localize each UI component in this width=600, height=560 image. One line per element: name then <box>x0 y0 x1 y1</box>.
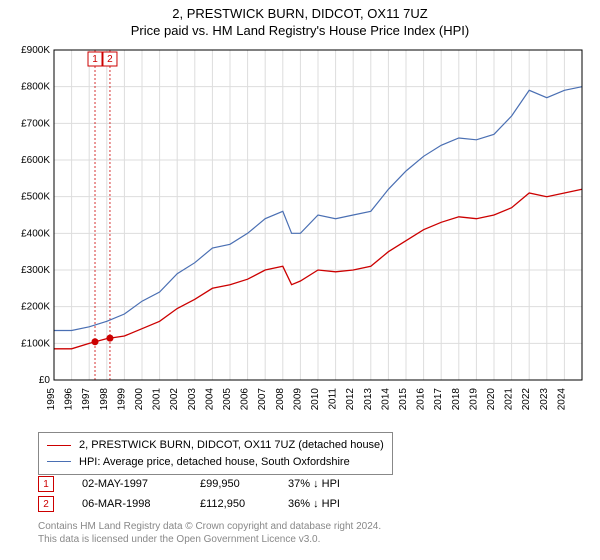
svg-text:£400K: £400K <box>21 228 50 239</box>
sale-marker: 1 <box>38 476 54 492</box>
legend-swatch <box>47 461 71 462</box>
svg-text:2014: 2014 <box>380 388 391 411</box>
chart-area: 12 £0 £100K £200K £300K £400K £500K £600K £700K £… <box>10 44 590 424</box>
sale-hpi: 37% ↓ HPI <box>288 478 368 490</box>
legend-label: 2, PRESTWICK BURN, DIDCOT, OX11 7UZ (det… <box>79 437 384 454</box>
svg-text:2011: 2011 <box>328 388 339 410</box>
svg-text:2022: 2022 <box>521 388 532 411</box>
svg-text:2008: 2008 <box>275 388 286 411</box>
svg-text:2005: 2005 <box>222 388 233 411</box>
chart-container: 2, PRESTWICK BURN, DIDCOT, OX11 7UZ Pric… <box>0 0 600 560</box>
svg-text:£600K: £600K <box>21 155 50 166</box>
svg-text:1: 1 <box>92 54 98 65</box>
svg-text:2006: 2006 <box>240 388 251 411</box>
svg-text:2013: 2013 <box>363 388 374 411</box>
svg-text:£0: £0 <box>39 375 51 386</box>
svg-text:2010: 2010 <box>310 388 321 411</box>
sale-price: £112,950 <box>200 498 260 510</box>
svg-text:2: 2 <box>107 54 113 65</box>
svg-text:2018: 2018 <box>451 388 462 411</box>
legend: 2, PRESTWICK BURN, DIDCOT, OX11 7UZ (det… <box>38 432 393 475</box>
svg-text:2002: 2002 <box>169 388 180 411</box>
attribution-line1: Contains HM Land Registry data © Crown c… <box>38 520 381 533</box>
sales-table: 1 02-MAY-1997 £99,950 37% ↓ HPI 2 06-MAR-1998… <box>38 474 368 514</box>
svg-text:2017: 2017 <box>433 388 444 411</box>
svg-text:2009: 2009 <box>292 388 303 411</box>
svg-text:1995: 1995 <box>46 388 57 411</box>
svg-text:2021: 2021 <box>504 388 515 411</box>
svg-text:2000: 2000 <box>134 388 145 411</box>
legend-row: HPI: Average price, detached house, Sout… <box>47 454 384 471</box>
svg-text:2019: 2019 <box>468 388 479 411</box>
title-block: 2, PRESTWICK BURN, DIDCOT, OX11 7UZ Pric… <box>0 0 600 40</box>
svg-text:1997: 1997 <box>81 388 92 411</box>
svg-text:£700K: £700K <box>21 118 50 129</box>
sale-marker: 2 <box>38 496 54 512</box>
legend-label: HPI: Average price, detached house, Sout… <box>79 454 350 471</box>
svg-text:2024: 2024 <box>556 388 567 411</box>
attribution-line2: This data is licensed under the Open Gov… <box>38 533 381 546</box>
svg-text:2023: 2023 <box>539 388 550 411</box>
legend-row: 2, PRESTWICK BURN, DIDCOT, OX11 7UZ (det… <box>47 437 384 454</box>
sale-row: 2 06-MAR-1998 £112,950 36% ↓ HPI <box>38 494 368 514</box>
title-address: 2, PRESTWICK BURN, DIDCOT, OX11 7UZ <box>0 6 600 23</box>
svg-text:£300K: £300K <box>21 265 50 276</box>
svg-text:£100K: £100K <box>21 338 50 349</box>
svg-text:2012: 2012 <box>345 388 356 411</box>
sale-date: 02-MAY-1997 <box>82 478 172 490</box>
svg-text:2001: 2001 <box>152 388 163 411</box>
sale-price: £99,950 <box>200 478 260 490</box>
legend-swatch <box>47 445 71 446</box>
svg-text:2003: 2003 <box>187 388 198 411</box>
svg-text:2016: 2016 <box>416 388 427 411</box>
chart-svg: 12 £0 £100K £200K £300K £400K £500K £600K £700K £… <box>10 44 590 424</box>
svg-text:2020: 2020 <box>486 388 497 411</box>
svg-text:1999: 1999 <box>116 388 127 411</box>
svg-text:2004: 2004 <box>204 388 215 411</box>
title-subtitle: Price paid vs. HM Land Registry's House … <box>0 23 600 40</box>
attribution: Contains HM Land Registry data © Crown c… <box>38 520 381 546</box>
sale-hpi: 36% ↓ HPI <box>288 498 368 510</box>
sale-row: 1 02-MAY-1997 £99,950 37% ↓ HPI <box>38 474 368 494</box>
svg-text:1998: 1998 <box>99 388 110 411</box>
svg-text:2015: 2015 <box>398 388 409 411</box>
svg-text:1996: 1996 <box>64 388 75 411</box>
svg-text:£900K: £900K <box>21 45 50 56</box>
sale-date: 06-MAR-1998 <box>82 498 172 510</box>
svg-text:£500K: £500K <box>21 192 50 203</box>
svg-text:£200K: £200K <box>21 302 50 313</box>
svg-text:2007: 2007 <box>257 388 268 411</box>
svg-text:£800K: £800K <box>21 82 50 93</box>
